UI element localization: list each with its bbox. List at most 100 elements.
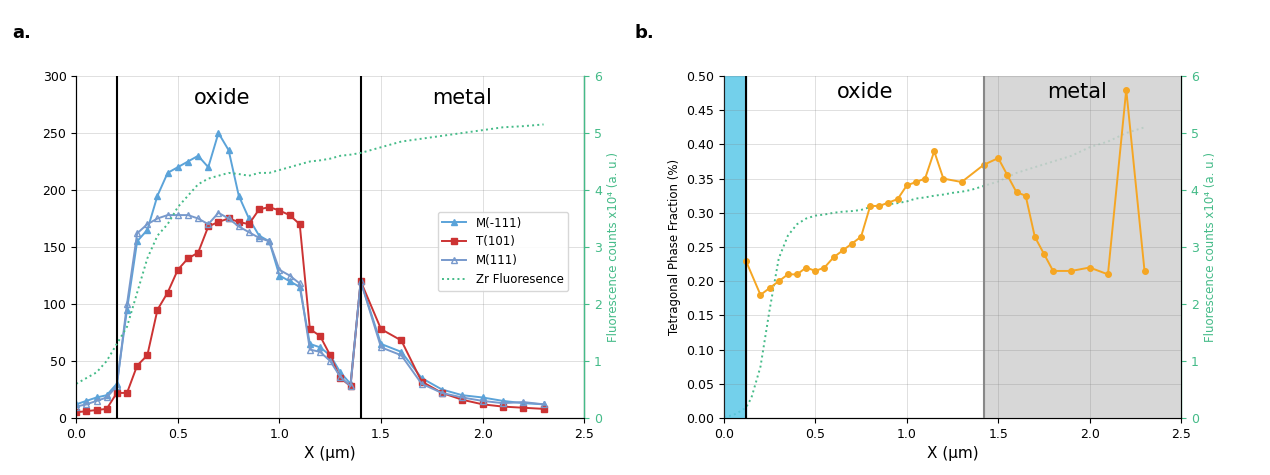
Text: metal: metal — [432, 88, 493, 108]
Zr Fluoresence — [79, 375, 94, 381]
Text: b.: b. — [635, 24, 655, 42]
Zr Fluoresence — [130, 290, 145, 295]
X-axis label: X (μm): X (μm) — [305, 446, 356, 461]
M(-111) — [343, 381, 358, 387]
T(101) — [251, 207, 267, 212]
M(-111) — [99, 392, 114, 398]
M(111) — [414, 381, 429, 387]
Zr Fluoresence — [455, 130, 470, 136]
M(111) — [475, 398, 490, 404]
M(111) — [495, 400, 511, 406]
M(-111) — [394, 349, 409, 355]
Zr Fluoresence — [292, 162, 307, 167]
T(101) — [262, 204, 277, 210]
M(-111) — [495, 398, 511, 404]
Zr Fluoresence — [170, 204, 185, 210]
Zr Fluoresence — [150, 233, 165, 238]
M(-111) — [282, 278, 297, 284]
T(101) — [475, 401, 490, 407]
M(-111) — [79, 398, 94, 404]
Zr Fluoresence — [89, 370, 104, 375]
T(101) — [292, 221, 307, 227]
M(111) — [323, 358, 338, 364]
Zr Fluoresence — [516, 124, 531, 129]
Line: M(111): M(111) — [72, 209, 547, 410]
Zr Fluoresence — [475, 127, 490, 133]
M(111) — [79, 401, 94, 407]
T(101) — [79, 408, 94, 414]
Zr Fluoresence — [333, 153, 348, 159]
T(101) — [495, 404, 511, 409]
Zr Fluoresence — [282, 164, 297, 170]
T(101) — [272, 208, 287, 213]
M(111) — [119, 301, 135, 307]
Zr Fluoresence — [190, 181, 206, 187]
M(111) — [302, 347, 318, 352]
T(101) — [241, 221, 257, 227]
Zr Fluoresence — [394, 139, 409, 144]
Zr Fluoresence — [323, 156, 338, 162]
T(101) — [180, 256, 196, 261]
M(111) — [201, 221, 216, 227]
M(-111) — [69, 401, 84, 407]
T(101) — [89, 407, 104, 413]
M(111) — [241, 229, 257, 235]
Zr Fluoresence — [119, 324, 135, 330]
Bar — [724, 76, 745, 418]
M(-111) — [292, 284, 307, 290]
M(-111) — [119, 307, 135, 313]
M(111) — [282, 273, 297, 278]
M(-111) — [434, 387, 450, 392]
M(111) — [69, 404, 84, 409]
M(111) — [434, 390, 450, 396]
M(111) — [394, 352, 409, 358]
Zr Fluoresence — [140, 256, 155, 261]
M(111) — [262, 238, 277, 244]
M(-111) — [373, 341, 389, 347]
Bar — [983, 76, 1181, 418]
M(111) — [292, 281, 307, 286]
M(-111) — [231, 193, 246, 199]
T(101) — [536, 406, 551, 412]
Zr Fluoresence — [99, 358, 114, 364]
M(111) — [312, 349, 328, 355]
Zr Fluoresence — [160, 221, 175, 227]
T(101) — [190, 250, 206, 256]
M(-111) — [516, 400, 531, 406]
M(-111) — [89, 395, 104, 400]
M(-111) — [272, 273, 287, 278]
Legend: M(-111), T(101), M(111), Zr Fluoresence: M(-111), T(101), M(111), Zr Fluoresence — [438, 212, 568, 291]
M(-111) — [109, 381, 124, 387]
M(111) — [251, 235, 267, 241]
M(-111) — [150, 193, 165, 199]
X-axis label: X (μm): X (μm) — [927, 446, 978, 461]
M(-111) — [475, 395, 490, 400]
Zr Fluoresence — [373, 144, 389, 150]
Zr Fluoresence — [312, 158, 328, 163]
T(101) — [282, 212, 297, 218]
M(111) — [89, 398, 104, 404]
T(101) — [516, 405, 531, 410]
Zr Fluoresence — [414, 136, 429, 142]
T(101) — [302, 326, 318, 332]
T(101) — [130, 363, 145, 369]
M(-111) — [333, 370, 348, 375]
Zr Fluoresence — [434, 133, 450, 139]
Zr Fluoresence — [495, 124, 511, 130]
M(-111) — [180, 159, 196, 164]
T(101) — [119, 390, 135, 396]
M(111) — [272, 267, 287, 273]
M(111) — [353, 278, 368, 284]
M(-111) — [455, 392, 470, 398]
T(101) — [394, 338, 409, 343]
Zr Fluoresence — [109, 341, 124, 347]
Y-axis label: Fluorescence counts x10⁴ (a. u.): Fluorescence counts x10⁴ (a. u.) — [607, 152, 621, 342]
M(111) — [170, 212, 185, 218]
M(-111) — [312, 344, 328, 350]
M(111) — [343, 383, 358, 389]
M(-111) — [302, 341, 318, 347]
T(101) — [150, 307, 165, 313]
M(111) — [150, 216, 165, 221]
M(111) — [231, 224, 246, 229]
Line: T(101): T(101) — [72, 204, 547, 416]
